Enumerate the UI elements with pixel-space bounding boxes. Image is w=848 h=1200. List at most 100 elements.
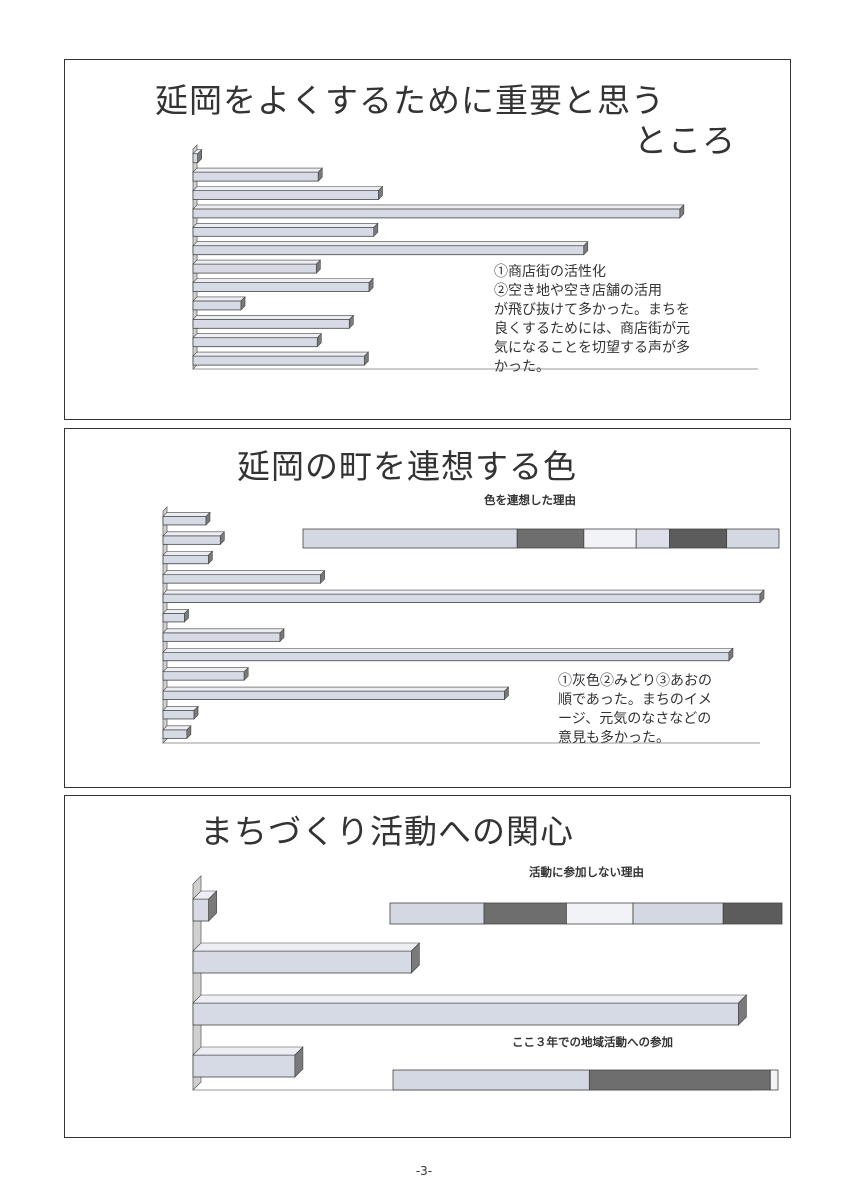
legend-title-no-participation-reasons: 活動に参加しない理由 bbox=[529, 865, 644, 879]
bar-side-1-9 bbox=[504, 686, 509, 701]
legend-title-recent-participation: ここ３年での地域活動への参加 bbox=[512, 1035, 673, 1049]
bar-top-0-4 bbox=[192, 223, 379, 228]
bar-top-0-7 bbox=[192, 278, 374, 283]
bar-1-2 bbox=[162, 554, 209, 565]
bar-side-1-2 bbox=[208, 550, 213, 565]
legend-no-participation-segment-4 bbox=[722, 902, 783, 925]
legend-title-color-reasons: 色を連想した理由 bbox=[484, 493, 576, 507]
bar-0-10 bbox=[192, 337, 318, 348]
bar-2-0 bbox=[192, 898, 210, 922]
chart-title-priorities-line1: 延岡をよくするために重要と思う bbox=[155, 81, 665, 120]
bar-top-1-0 bbox=[162, 512, 211, 517]
legend-no-participation-segment-0 bbox=[389, 902, 485, 925]
bar-1-7 bbox=[162, 651, 730, 662]
bar-1-1 bbox=[162, 535, 221, 545]
legend-color-reasons-segment-5 bbox=[726, 528, 780, 549]
bar-top-0-5 bbox=[192, 241, 589, 246]
bar-top-1-3 bbox=[162, 570, 326, 575]
bar-top-1-7 bbox=[162, 647, 734, 653]
bar-side-1-0 bbox=[205, 511, 211, 526]
bar-1-6 bbox=[162, 632, 281, 642]
bar-top-0-6 bbox=[192, 259, 322, 265]
bar-top-0-1 bbox=[192, 167, 323, 173]
bar-0-2 bbox=[192, 190, 379, 200]
bar-side-0-10 bbox=[316, 332, 322, 348]
bar-side-2-2 bbox=[738, 994, 747, 1026]
bar-side-1-5 bbox=[184, 608, 189, 623]
legend-no-participation-segment-3 bbox=[632, 902, 724, 925]
bar-top-2-2 bbox=[192, 994, 748, 1004]
bar-0-3 bbox=[192, 208, 681, 219]
bar-top-2-3 bbox=[192, 1046, 304, 1056]
bar-2-3 bbox=[192, 1054, 296, 1078]
bar-side-1-3 bbox=[320, 569, 325, 584]
bar-1-5 bbox=[162, 613, 185, 623]
bar-1-10 bbox=[162, 710, 195, 720]
bar-0-4 bbox=[192, 226, 375, 237]
legend-color-reasons-segment-2 bbox=[583, 528, 637, 549]
bar-0-8 bbox=[192, 300, 242, 311]
bar-side-1-7 bbox=[728, 647, 734, 662]
bar-top-0-9 bbox=[192, 314, 355, 320]
bar-side-0-11 bbox=[364, 351, 369, 366]
bar-top-1-11 bbox=[162, 725, 192, 731]
bar-2-1 bbox=[192, 950, 412, 974]
bar-top-0-11 bbox=[192, 351, 370, 357]
legend-recent-participation-segment-0 bbox=[392, 1069, 590, 1091]
legend-color-reasons-segment-0 bbox=[302, 528, 518, 549]
bar-top-0-2 bbox=[192, 186, 384, 191]
bar-2-2 bbox=[192, 1002, 739, 1026]
bar-side-2-3 bbox=[294, 1046, 304, 1078]
bar-top-1-8 bbox=[162, 667, 249, 672]
bar-side-1-8 bbox=[243, 666, 249, 681]
bar-side-0-2 bbox=[378, 185, 383, 201]
chart-title-interest: まちづくり活動への関心 bbox=[200, 812, 574, 851]
bar-side-1-4 bbox=[759, 589, 765, 604]
bar-top-2-1 bbox=[192, 942, 421, 952]
bar-side-0-8 bbox=[240, 296, 246, 311]
bar-top-1-9 bbox=[162, 686, 510, 692]
bar-1-11 bbox=[162, 729, 188, 739]
bar-0-7 bbox=[192, 282, 370, 292]
bar-side-1-1 bbox=[220, 531, 225, 546]
bar-0-5 bbox=[192, 245, 585, 256]
chart-panel-priorities bbox=[64, 59, 791, 420]
legend-no-participation-segment-1 bbox=[483, 902, 567, 925]
legend-color-reasons-segment-4 bbox=[669, 528, 728, 549]
bar-top-0-3 bbox=[192, 204, 685, 210]
legend-recent-participation-segment-2 bbox=[769, 1069, 779, 1091]
bar-top-0-8 bbox=[192, 296, 246, 302]
bar-side-1-6 bbox=[279, 628, 285, 643]
bar-top-1-2 bbox=[162, 550, 214, 556]
bar-0-1 bbox=[192, 171, 319, 182]
bar-1-0 bbox=[162, 516, 207, 526]
bar-0-9 bbox=[192, 318, 350, 329]
bar-1-3 bbox=[162, 574, 322, 584]
bar-top-1-6 bbox=[162, 628, 285, 634]
bar-1-9 bbox=[162, 690, 505, 700]
bar-side-2-1 bbox=[411, 942, 420, 974]
bar-side-0-9 bbox=[349, 314, 354, 330]
bar-side-2-0 bbox=[208, 890, 217, 922]
bar-top-0-10 bbox=[192, 333, 323, 339]
bar-side-0-6 bbox=[316, 259, 321, 274]
chart-note-colors: ①灰色②みどり③あおの 順であった。まちのイメ ージ、元気のなさなどの 意見も多… bbox=[558, 673, 712, 746]
bar-0-11 bbox=[192, 355, 365, 366]
legend-color-reasons-segment-3 bbox=[635, 528, 670, 549]
bar-side-1-11 bbox=[186, 725, 192, 740]
bar-top-1-10 bbox=[162, 706, 199, 711]
bar-side-0-7 bbox=[368, 277, 374, 293]
bar-top-1-4 bbox=[162, 589, 765, 595]
legend-recent-participation-segment-1 bbox=[588, 1069, 771, 1091]
page-number: -3- bbox=[415, 1164, 433, 1178]
bar-0-6 bbox=[192, 263, 317, 274]
axis-wall-1 bbox=[162, 506, 168, 744]
bar-side-0-0 bbox=[197, 148, 203, 164]
chart-note-priorities: ①商店街の活性化 ②空き地や空き店舗の活用 が飛び抜けて多かった。まちを 良くす… bbox=[494, 264, 690, 375]
legend-no-participation-segment-2 bbox=[566, 902, 634, 925]
chart-title-colors: 延岡の町を連想する色 bbox=[237, 447, 577, 486]
bar-0-0 bbox=[192, 153, 199, 164]
legend-color-reasons-segment-1 bbox=[516, 528, 585, 549]
bar-1-8 bbox=[162, 671, 245, 681]
